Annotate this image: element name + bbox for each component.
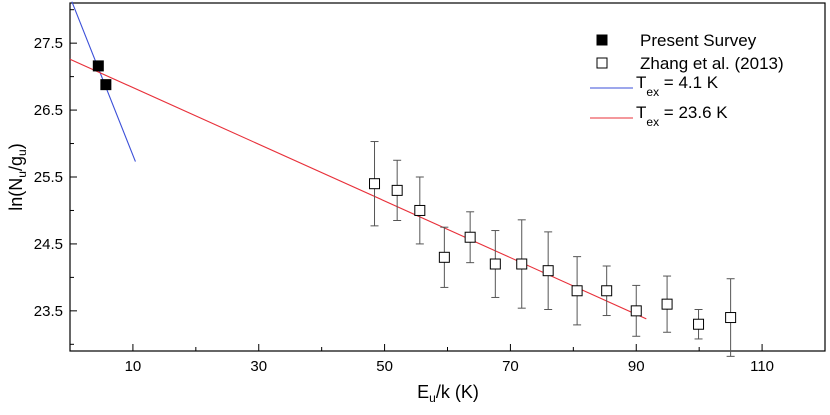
markers [92, 60, 737, 330]
legend-label: Tex = 23.6 K [636, 103, 728, 129]
zhang-point [438, 251, 450, 263]
zhang-point [693, 318, 705, 330]
zhang-point [516, 258, 528, 270]
x-tick-label: 50 [376, 358, 393, 375]
present-survey-point [92, 60, 104, 72]
zhang-point [661, 298, 673, 310]
x-tick-label: 90 [628, 358, 645, 375]
present-survey-point [100, 79, 112, 91]
legend-item: Tex = 4.1 K [590, 73, 719, 99]
y-tick-label: 26.5 [34, 102, 63, 119]
x-axis: 10 30 50 70 90 110 [69, 344, 826, 375]
legend-item: Zhang et al. (2013) [596, 54, 784, 73]
legend-filled-square-marker [596, 34, 608, 46]
legend-label: Tex = 4.1 K [636, 73, 719, 99]
x-axis-title: Eu/k (K) [417, 382, 479, 405]
zhang-point [630, 305, 642, 317]
error-bars [370, 141, 735, 357]
zhang-point [414, 204, 426, 216]
fit-line-tex-23-6 [69, 58, 647, 320]
legend-item: Present Survey [596, 31, 757, 50]
legend: Present Survey Zhang et al. (2013)Tex = 4… [590, 31, 784, 129]
zhang-point [391, 184, 403, 196]
fit-lines [69, 1, 647, 320]
x-tick-label: 110 [750, 358, 774, 375]
zhang-point [489, 258, 501, 270]
y-tick-label: 25.5 [34, 169, 63, 186]
y-tick-label: 23.5 [34, 303, 63, 320]
legend-open-square-marker [596, 57, 608, 69]
legend-label: Zhang et al. (2013) [640, 54, 784, 73]
zhang-point [369, 178, 381, 190]
x-tick-label: 10 [125, 358, 142, 375]
zhang-point [464, 231, 476, 243]
zhang-point [601, 285, 613, 297]
x-tick-label: 70 [502, 358, 519, 375]
y-tick-label: 27.5 [34, 35, 63, 52]
zhang-point [725, 312, 737, 324]
x-tick-label: 30 [250, 358, 267, 375]
y-axis: 23.5 24.5 25.5 26.5 27.5 [34, 9, 77, 345]
y-tick-label: 24.5 [34, 236, 63, 253]
y-axis-title: ln(Nu/gu) [6, 143, 29, 210]
zhang-point [571, 285, 583, 297]
legend-item: Tex = 23.6 K [590, 103, 728, 129]
legend-label: Present Survey [640, 31, 757, 50]
zhang-point [542, 265, 554, 277]
